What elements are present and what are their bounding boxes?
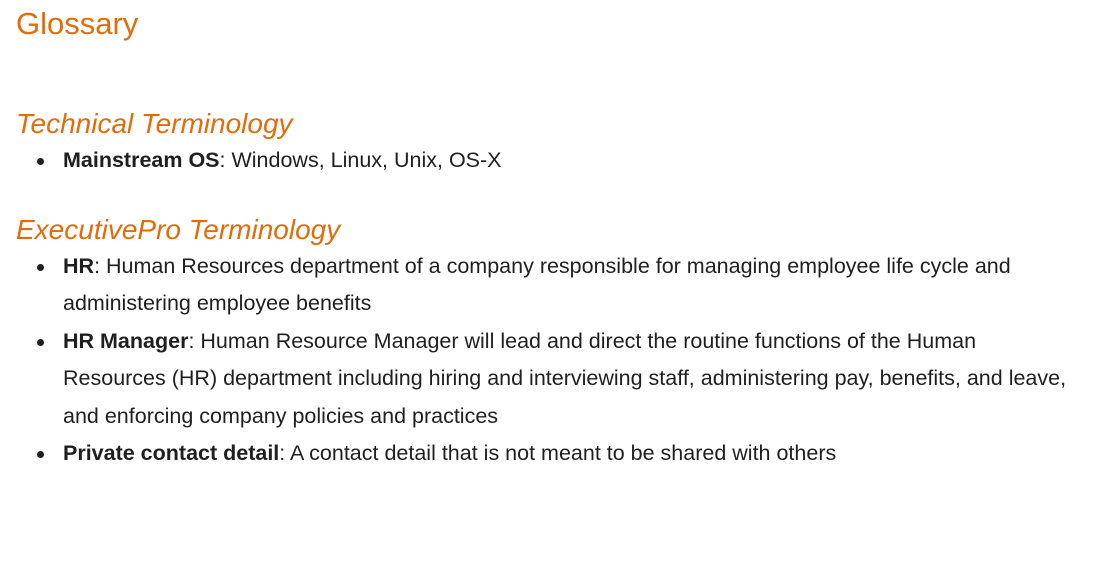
term-separator: : — [279, 441, 291, 465]
list-item: HR Manager: Human Resource Manager will … — [37, 323, 1082, 436]
term-separator: : — [94, 253, 107, 278]
list-item: Mainstream OS: Windows, Linux, Unix, OS-… — [37, 142, 1082, 180]
term: HR Manager — [63, 328, 189, 353]
definition: Windows, Linux, Unix, OS-X — [231, 148, 502, 172]
technical-terminology-section: Technical Terminology Mainstream OS: Win… — [16, 106, 1082, 180]
section-heading: Technical Terminology — [16, 108, 293, 139]
list-item: HR: Human Resources department of a comp… — [37, 248, 1082, 323]
term-list: HR: Human Resources department of a comp… — [16, 248, 1082, 473]
list-item: Private contact detail: A contact detail… — [37, 435, 1082, 473]
executivepro-terminology-section: ExecutivePro Terminology HR: Human Resou… — [16, 212, 1082, 473]
page-title: Glossary — [16, 6, 139, 41]
term-separator: : — [188, 328, 201, 353]
term: HR — [63, 253, 95, 278]
term-separator: : — [219, 148, 232, 172]
definition: A contact detail that is not meant to be… — [290, 441, 837, 465]
term-list: Mainstream OS: Windows, Linux, Unix, OS-… — [16, 142, 1082, 180]
term: Private contact detail — [63, 441, 280, 465]
section-heading: ExecutivePro Terminology — [16, 213, 341, 245]
definition: Human Resource Manager will lead and dir… — [63, 328, 1067, 428]
definition: Human Resources department of a company … — [63, 253, 1011, 316]
term: Mainstream OS — [63, 148, 220, 172]
